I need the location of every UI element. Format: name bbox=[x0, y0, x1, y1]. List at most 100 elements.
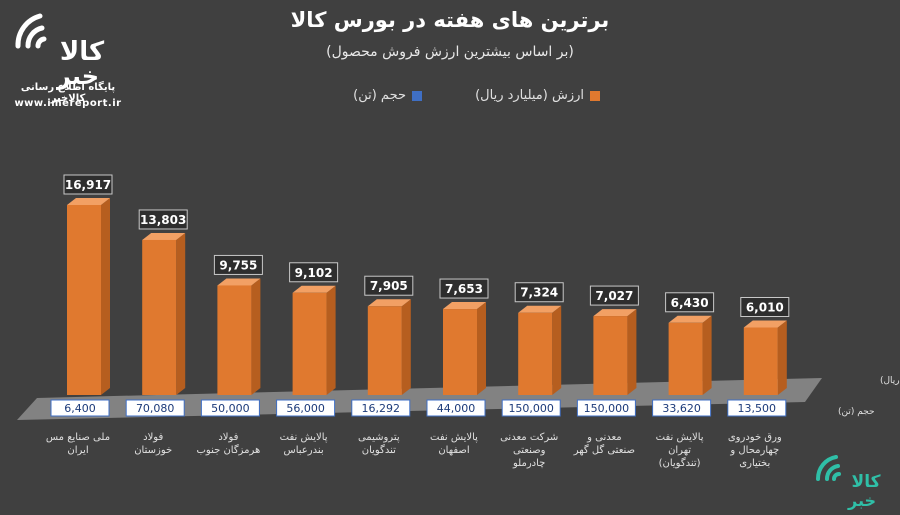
category-label: ملی صنایع مس ایران bbox=[46, 432, 110, 456]
category-label: فولاد خوزستان bbox=[134, 432, 172, 456]
category-label-line: بختیاری bbox=[739, 458, 770, 469]
value-label-box bbox=[364, 275, 414, 296]
legend-swatch-value bbox=[590, 90, 600, 101]
volume-label: 13,500 bbox=[738, 402, 777, 415]
bar-side bbox=[477, 302, 486, 395]
bar-value bbox=[217, 285, 252, 395]
category-label-line: وصنعتی bbox=[513, 445, 546, 456]
bar-value bbox=[668, 322, 703, 395]
bar-top bbox=[367, 299, 411, 307]
value-label: 7,027 bbox=[595, 289, 633, 303]
legend-swatch-volume bbox=[412, 90, 422, 101]
bar-top bbox=[518, 305, 562, 313]
volume-label: 50,000 bbox=[211, 402, 250, 415]
category-label-line: صنعتی گل گهر bbox=[573, 444, 635, 456]
volume-label: 44,000 bbox=[437, 402, 476, 415]
category-label: ورق خودروی چهارمحال و بختیاری bbox=[728, 432, 782, 469]
legend-item-volume: حجم (تن) bbox=[353, 88, 422, 103]
svg-text:کالا: کالا bbox=[852, 472, 881, 492]
category-label-line: فولاد bbox=[218, 432, 238, 443]
bar-top bbox=[142, 232, 186, 240]
value-label: 9,755 bbox=[219, 258, 257, 272]
bar-side bbox=[176, 232, 186, 395]
value-label: 9,102 bbox=[295, 266, 333, 280]
bar-value bbox=[518, 312, 553, 395]
category-label: پالایش نفت تهران (تندگویان) bbox=[656, 432, 704, 469]
category-label-line: پتروشیمی bbox=[358, 432, 400, 443]
bar-side bbox=[326, 285, 336, 395]
value-label: 7,905 bbox=[370, 279, 408, 293]
kalakhabar-logo-corner-icon: کالا خبر bbox=[815, 455, 881, 510]
category-label-line: معدنی و bbox=[586, 432, 622, 443]
category-label: شرکت معدنی وصنعتی چادرملو bbox=[500, 432, 558, 469]
bar-value bbox=[292, 292, 327, 395]
value-label-box bbox=[439, 278, 489, 299]
category-label-line: چهارمحال و bbox=[729, 445, 779, 456]
bar-side bbox=[552, 305, 562, 395]
category-label-line: بندرعباس bbox=[284, 445, 324, 456]
category-label-line: پالایش نفت bbox=[430, 432, 478, 443]
svg-text:خبر: خبر bbox=[56, 62, 99, 90]
brand-url: www.imereport.ir bbox=[14, 98, 122, 109]
bar-top bbox=[67, 198, 110, 205]
row-label-volume: حجم (تن) bbox=[838, 407, 875, 417]
row-label-value: ارزش (میلیارد ریال) bbox=[880, 376, 900, 386]
bar-value bbox=[593, 316, 628, 395]
volume-label: 150,000 bbox=[508, 402, 554, 415]
bar-side bbox=[401, 299, 411, 395]
volume-label: 150,000 bbox=[584, 402, 630, 415]
legend-label-value: ارزش (میلیارد ریال) bbox=[475, 88, 584, 103]
category-label-line: پالایش نفت bbox=[280, 432, 328, 443]
category-label: فولاد هرمزگان جنوب bbox=[197, 432, 261, 456]
value-label: 13,803 bbox=[140, 213, 186, 227]
category-label-line: تهران bbox=[668, 445, 691, 456]
category-label-line: اصفهان bbox=[438, 445, 469, 456]
bar-top bbox=[743, 320, 787, 328]
category-label-line: پالایش نفت bbox=[656, 432, 704, 443]
volume-label: 6,400 bbox=[64, 402, 96, 415]
volume-label-box bbox=[351, 399, 411, 417]
value-label-box bbox=[213, 254, 263, 275]
volume-label-box bbox=[501, 399, 561, 417]
bar-value bbox=[67, 205, 101, 395]
volume-label-box bbox=[426, 399, 486, 417]
volume-label-box bbox=[200, 399, 260, 417]
bar-top bbox=[292, 285, 336, 293]
bar-side bbox=[702, 315, 712, 395]
volume-label: 70,080 bbox=[136, 402, 175, 415]
bar-value bbox=[142, 239, 177, 395]
bar-top bbox=[217, 278, 261, 286]
value-label-box bbox=[665, 292, 715, 313]
bar-side bbox=[101, 198, 110, 395]
value-label: 7,653 bbox=[445, 282, 483, 296]
bar-value bbox=[743, 327, 778, 395]
value-label: 7,324 bbox=[520, 286, 558, 300]
volume-label-box bbox=[727, 399, 787, 417]
category-label-line: شرکت معدنی bbox=[500, 432, 558, 443]
bar-value bbox=[443, 309, 477, 395]
value-label: 6,010 bbox=[746, 300, 784, 314]
category-label-line: ملی صنایع مس bbox=[46, 432, 110, 443]
bar-value bbox=[367, 306, 402, 395]
category-label-line: (تندگویان) bbox=[659, 457, 701, 469]
category-label-line: خوزستان bbox=[134, 445, 172, 456]
category-label: پالایش نفت اصفهان bbox=[430, 432, 478, 456]
value-label-box bbox=[740, 296, 790, 317]
category-label-line: فولاد bbox=[143, 432, 163, 443]
legend-item-value: ارزش (میلیارد ریال) bbox=[475, 88, 600, 103]
value-label-box bbox=[514, 282, 564, 303]
chart-subtitle: (بر اساس بیشترین ارزش فروش محصول) bbox=[326, 44, 574, 60]
category-label-line: تندگویان bbox=[362, 444, 396, 456]
volume-label-box bbox=[276, 399, 336, 417]
volume-label-box bbox=[125, 399, 185, 417]
value-label-box bbox=[138, 209, 188, 230]
volume-label-box bbox=[50, 399, 110, 417]
category-label: پتروشیمی تندگویان bbox=[358, 432, 400, 456]
bar-top bbox=[593, 309, 637, 317]
volume-label: 33,620 bbox=[662, 402, 701, 415]
value-label-box bbox=[63, 174, 113, 195]
volume-label-box bbox=[576, 399, 636, 417]
bar-side bbox=[627, 309, 637, 395]
bar-top bbox=[443, 302, 486, 310]
